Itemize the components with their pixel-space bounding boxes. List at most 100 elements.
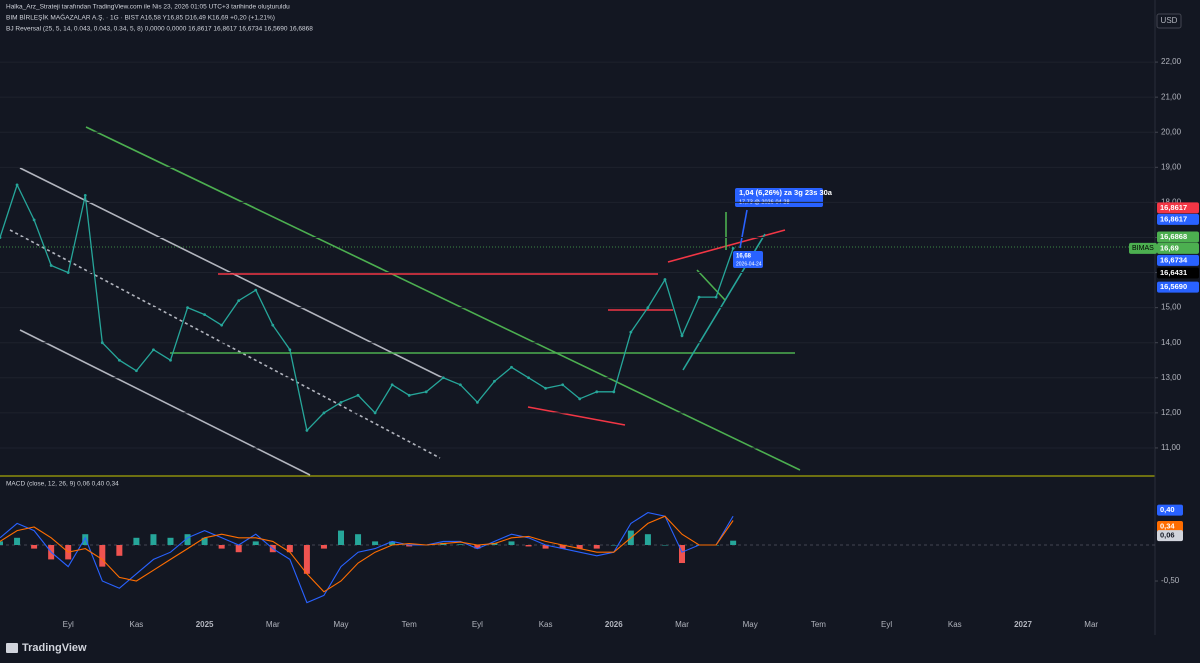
histogram-bar xyxy=(82,534,89,545)
histogram-bar xyxy=(150,534,157,545)
price-badge xyxy=(1157,213,1199,225)
y-tick-label: 18,00 xyxy=(1161,198,1182,207)
histogram-bar xyxy=(31,545,38,549)
value-badge-label: 0,40 xyxy=(1160,505,1175,514)
histogram-bar xyxy=(14,537,21,545)
price-point xyxy=(203,313,207,317)
price-point xyxy=(390,383,394,387)
price-point xyxy=(271,323,275,327)
price-badge xyxy=(1157,267,1199,279)
symbol-info: BIM BİRLEŞİK MAĞAZALAR A.Ş. · 1G · BIST … xyxy=(6,13,275,22)
histogram-bar xyxy=(610,545,617,546)
x-tick-label: 2027 xyxy=(1014,620,1032,629)
x-tick-label: Mar xyxy=(675,620,689,629)
price-badge-label: 16,6431 xyxy=(1160,268,1187,277)
price-point xyxy=(66,271,70,274)
price-point xyxy=(663,278,667,281)
histogram-bar xyxy=(372,541,379,545)
price-point xyxy=(220,323,224,327)
price-badge-label: 16,8617 xyxy=(1160,214,1187,223)
price-point xyxy=(152,348,155,352)
price-badge-label: 16,6868 xyxy=(1160,232,1187,241)
x-tick-label: Eyl xyxy=(472,620,483,629)
currency-box[interactable] xyxy=(1156,13,1182,29)
price-point xyxy=(339,400,343,404)
price-badge xyxy=(1157,242,1199,254)
price-point xyxy=(697,295,701,299)
y-tick-label: 11,00 xyxy=(1161,443,1181,452)
price-badge-label: 16,69 xyxy=(1160,243,1179,252)
price-point xyxy=(356,393,360,397)
price-point xyxy=(186,306,189,310)
histogram-bar xyxy=(406,545,413,547)
price-point xyxy=(100,341,104,345)
histogram-bar xyxy=(133,537,140,545)
histogram-bar xyxy=(184,534,191,545)
price-point xyxy=(322,411,326,415)
currency[interactable]: USD xyxy=(1161,16,1178,25)
price-badge-label: 16,8617 xyxy=(1160,203,1187,212)
price-point xyxy=(83,193,87,197)
price-point xyxy=(407,393,411,397)
histogram-bar xyxy=(320,545,327,549)
price-point xyxy=(476,400,479,404)
price-point xyxy=(288,348,292,352)
price-badge-label: 16,5690 xyxy=(1160,282,1187,291)
price-badge xyxy=(1157,254,1199,266)
price-point xyxy=(15,183,19,187)
histogram-bar xyxy=(525,545,532,547)
price-point xyxy=(0,236,2,239)
histogram-bar xyxy=(576,545,583,549)
indicator-info: BJ Reversal (25, 5, 14, 0.043, 0.043, 0.… xyxy=(6,26,313,33)
tooltip-line1: 1,04 (6,26%) za 3g 23s 30a xyxy=(739,188,833,197)
price-badge xyxy=(1157,281,1199,293)
histogram-bar xyxy=(286,545,293,553)
y-tick-label: 12,00 xyxy=(1161,408,1182,417)
price-point xyxy=(373,411,377,415)
red-trend xyxy=(527,406,626,426)
value-badge xyxy=(1157,530,1183,542)
histogram-bar xyxy=(730,540,737,545)
price-point xyxy=(561,383,565,387)
marker-price: 16,68 xyxy=(736,254,752,260)
x-tick-label: Kas xyxy=(130,620,144,629)
price-point xyxy=(169,358,172,362)
y-tick-label: 22,00 xyxy=(1161,57,1182,66)
x-tick-label: May xyxy=(333,620,348,629)
footer-brand: TradingView xyxy=(22,642,87,654)
histogram-bar xyxy=(252,541,259,545)
price-point xyxy=(305,428,309,432)
histogram-bar xyxy=(457,544,464,545)
value-badge-label: 0,34 xyxy=(1160,521,1175,530)
footer xyxy=(0,636,1200,663)
y-tick-label: 20,00 xyxy=(1161,127,1182,136)
histogram-bar xyxy=(679,545,685,564)
marker-date: 2026-04-24 xyxy=(736,261,762,267)
price-point xyxy=(527,376,530,380)
histogram-bar xyxy=(542,545,549,549)
histogram-bar xyxy=(0,541,3,545)
symbol-tag: BIMAS xyxy=(1132,245,1154,252)
projection-arrow xyxy=(739,209,748,249)
y-tick-label: -0,50 xyxy=(1161,576,1180,585)
histogram-bar xyxy=(593,545,600,549)
price-point xyxy=(680,334,684,338)
histogram-bar xyxy=(389,541,396,545)
histogram-bar xyxy=(235,545,242,553)
price-badge xyxy=(1157,202,1199,214)
price-point xyxy=(237,299,241,303)
price-point xyxy=(254,288,258,292)
marker-box xyxy=(733,251,763,268)
histogram-bar xyxy=(661,545,668,546)
y-tick-label: 21,00 xyxy=(1161,92,1182,101)
price-point xyxy=(32,218,36,222)
price-point xyxy=(135,369,138,373)
price-point xyxy=(544,386,547,390)
histogram-bar xyxy=(303,545,310,574)
y-tick-label: 15,00 xyxy=(1161,303,1182,312)
histogram-bar xyxy=(201,537,208,545)
symbol-tag-box xyxy=(1129,242,1157,254)
x-tick-label: Mar xyxy=(266,620,280,629)
value-badge-label: 0,06 xyxy=(1160,531,1175,540)
